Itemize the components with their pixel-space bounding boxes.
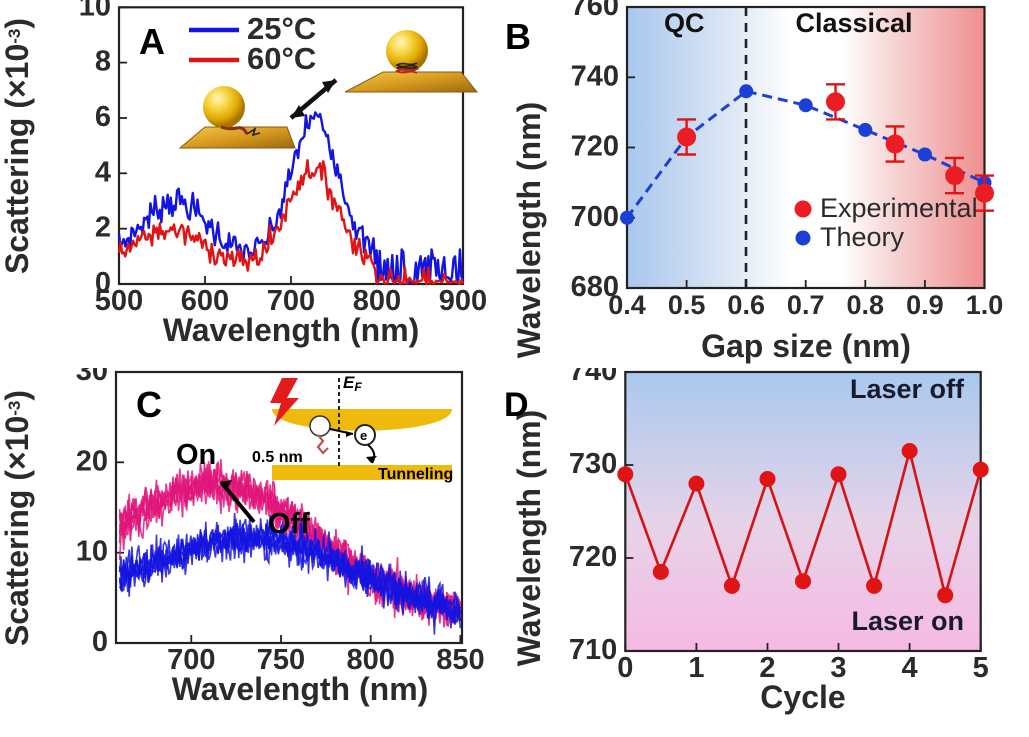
svg-text:2: 2	[95, 212, 111, 244]
svg-text:Gap size (nm): Gap size (nm)	[701, 328, 911, 364]
svg-text:720: 720	[571, 131, 619, 163]
svg-text:Wavelength (nm): Wavelength (nm)	[172, 671, 429, 707]
svg-text:730: 730	[569, 448, 617, 480]
svg-text:720: 720	[569, 541, 617, 573]
svg-text:20: 20	[76, 445, 108, 477]
svg-text:D: D	[504, 386, 529, 424]
svg-text:Off: Off	[268, 508, 310, 540]
svg-text:1: 1	[688, 652, 704, 684]
svg-text:8: 8	[95, 46, 111, 78]
svg-text:6: 6	[95, 101, 111, 133]
svg-text:0.7: 0.7	[787, 290, 825, 320]
svg-text:Wavelength (nm): Wavelength (nm)	[511, 102, 547, 359]
svg-text:A: A	[139, 21, 165, 62]
svg-text:30: 30	[76, 368, 108, 387]
svg-text:60°C: 60°C	[247, 41, 316, 76]
svg-text:Cycle: Cycle	[760, 679, 845, 715]
svg-text:5: 5	[973, 652, 989, 684]
svg-text:B: B	[505, 16, 531, 57]
svg-text:0.5: 0.5	[668, 290, 706, 320]
svg-text:710: 710	[569, 634, 617, 666]
svg-text:1.0: 1.0	[966, 290, 1004, 320]
svg-text:Experimental: Experimental	[820, 193, 978, 223]
svg-text:10: 10	[76, 536, 108, 568]
svg-text:Scattering (×10-3): Scattering (×10-3)	[0, 18, 35, 274]
svg-text:700: 700	[571, 201, 619, 233]
svg-text:760: 760	[571, 0, 619, 22]
svg-text:4: 4	[95, 156, 111, 188]
svg-text:Wavelength (nm): Wavelength (nm)	[163, 312, 420, 348]
svg-text:e: e	[360, 428, 367, 443]
svg-text:On: On	[176, 439, 216, 471]
svg-text:Classical: Classical	[795, 8, 912, 38]
svg-text:740: 740	[569, 368, 617, 387]
svg-text:0: 0	[92, 626, 108, 658]
svg-text:0.6: 0.6	[727, 290, 765, 320]
svg-text:0.4: 0.4	[608, 290, 646, 320]
svg-text:0: 0	[617, 652, 633, 684]
svg-text:500: 500	[95, 285, 143, 317]
svg-text:10: 10	[79, 0, 111, 22]
svg-text:0.5 nm: 0.5 nm	[252, 449, 303, 466]
svg-text:4: 4	[902, 652, 918, 684]
svg-text:Tunneling: Tunneling	[378, 466, 453, 483]
svg-text:Theory: Theory	[820, 222, 905, 252]
svg-text:Laser on: Laser on	[851, 606, 964, 636]
svg-text:740: 740	[571, 60, 619, 92]
svg-text:QC: QC	[664, 8, 705, 38]
svg-text:Scattering (×10-3): Scattering (×10-3)	[0, 390, 35, 646]
svg-text:Wavelength (nm): Wavelength (nm)	[511, 410, 547, 667]
svg-text:900: 900	[439, 285, 487, 317]
svg-text:850: 850	[436, 644, 484, 676]
svg-text:0.8: 0.8	[847, 290, 885, 320]
svg-text:Laser off: Laser off	[850, 374, 965, 404]
svg-text:C: C	[136, 384, 162, 425]
svg-text:0.9: 0.9	[906, 290, 944, 320]
